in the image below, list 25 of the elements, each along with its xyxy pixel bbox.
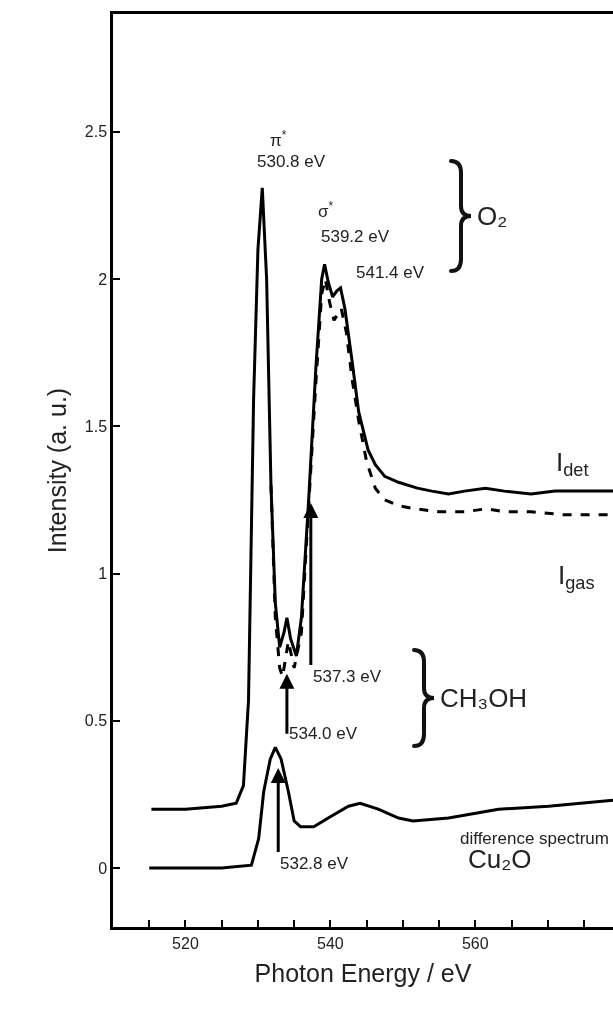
x-tick-label: 540: [317, 934, 344, 952]
y-tick-label: 0.5: [84, 712, 108, 730]
y-tick-label: 0: [98, 859, 108, 877]
series-label: I$_{gas}$: [558, 560, 595, 594]
x-axis-title: Photon Energy / eV: [254, 958, 472, 987]
y-tick-label: 2: [98, 270, 108, 288]
y-axis-title: Intensity (a. u.): [42, 387, 71, 554]
annotation: 534.0 eV: [289, 724, 358, 743]
x-tick-label: 520: [172, 934, 199, 952]
y-tick-label: 1.5: [84, 417, 108, 435]
annotation: 541.4 eV: [356, 263, 425, 282]
annotation: π$^{*}$: [270, 128, 287, 151]
annotation: 532.8 eV: [280, 854, 349, 873]
annotation: 530.8 eV: [257, 152, 326, 171]
annotation: CH₃OH: [440, 683, 528, 713]
y-tick-label: 2.5: [84, 123, 108, 141]
annotation: 539.2 eV: [321, 227, 390, 246]
series-label: I$_{det}$: [556, 447, 589, 481]
y-tick-label: 1: [98, 565, 108, 583]
line-series: [149, 186, 613, 811]
annotation: 537.3 eV: [313, 667, 382, 686]
line-series: [147, 745, 613, 870]
x-tick-label: 560: [461, 934, 489, 952]
annotation: σ$^{*}$: [318, 199, 334, 222]
annotation: O₂: [477, 201, 508, 231]
